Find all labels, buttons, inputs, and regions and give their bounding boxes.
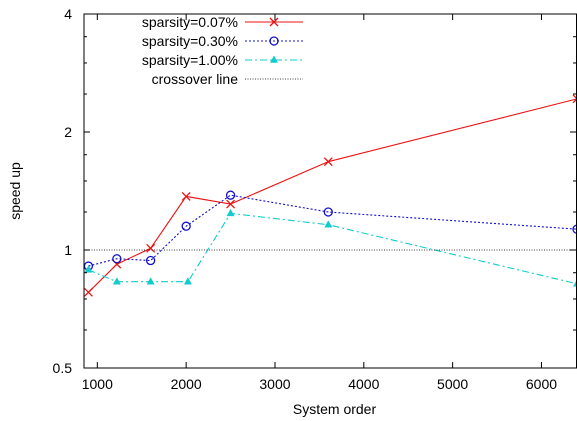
x-tick-label: 2000: [171, 376, 202, 392]
data-point-s2-p0: [84, 265, 93, 273]
data-point-s1-p2: [145, 255, 156, 266]
data-point-s2-p2: [146, 277, 155, 285]
data-point-s0-p6: [572, 94, 577, 104]
data-point-s1-p3: [181, 221, 191, 231]
data-point-s0-p3-stroke: [181, 191, 191, 201]
x-tick-label: 5000: [437, 376, 468, 392]
data-point-s0-p3: [181, 191, 191, 201]
series-line-0: [88, 98, 577, 293]
legend-marker-2: [269, 55, 279, 63]
data-point-s1-p1: [112, 254, 122, 264]
data-point-s2-p4: [226, 208, 235, 217]
data-point-s2-p5: [324, 220, 333, 228]
data-point-s0-p5: [323, 157, 333, 167]
data-point-s1-p4: [225, 190, 236, 200]
data-point-s0-p4: [226, 199, 236, 209]
legend-marker-1: [269, 36, 279, 46]
y-axis-label: speed up: [7, 162, 23, 220]
x-tick-label: 6000: [526, 376, 557, 392]
y-tick-label: 0.5: [53, 360, 73, 376]
data-point-s1-p6: [572, 224, 577, 234]
data-point-s0-p0: [84, 287, 93, 297]
legend-marker-0: [269, 17, 279, 27]
legend-label-2: sparsity=1.00%: [142, 52, 238, 68]
y-tick-label: 4: [64, 6, 72, 22]
data-point-s2-p1: [112, 277, 121, 285]
y-tick-label: 1: [64, 242, 72, 258]
y-tick-label: 2: [64, 124, 72, 140]
data-point-s0-p2-stroke: [146, 243, 156, 253]
x-tick-label: 4000: [348, 376, 379, 392]
data-point-s1-p5: [323, 207, 333, 217]
x-tick-label: 3000: [259, 376, 290, 392]
data-point-s0-p2: [146, 243, 156, 253]
legend-label-3: crossover line: [152, 71, 239, 87]
legend-label-1: sparsity=0.30%: [142, 33, 238, 49]
data-point-s0-p6-stroke: [572, 94, 577, 100]
legend-label-0: sparsity=0.07%: [142, 14, 238, 30]
legend-marker-0-stroke: [269, 17, 279, 27]
data-point-s0-p0-stroke: [84, 287, 93, 297]
data-point-s0-p4-stroke: [226, 199, 236, 209]
data-point-s0-p5-stroke: [323, 157, 333, 167]
data-point-s2-p3: [183, 277, 192, 285]
series-line-1: [88, 194, 577, 267]
x-axis-label: System order: [293, 401, 377, 417]
data-layer: [84, 94, 577, 297]
data-point-s0-p6-stroke: [572, 97, 577, 104]
x-tick-label: 1000: [82, 376, 113, 392]
